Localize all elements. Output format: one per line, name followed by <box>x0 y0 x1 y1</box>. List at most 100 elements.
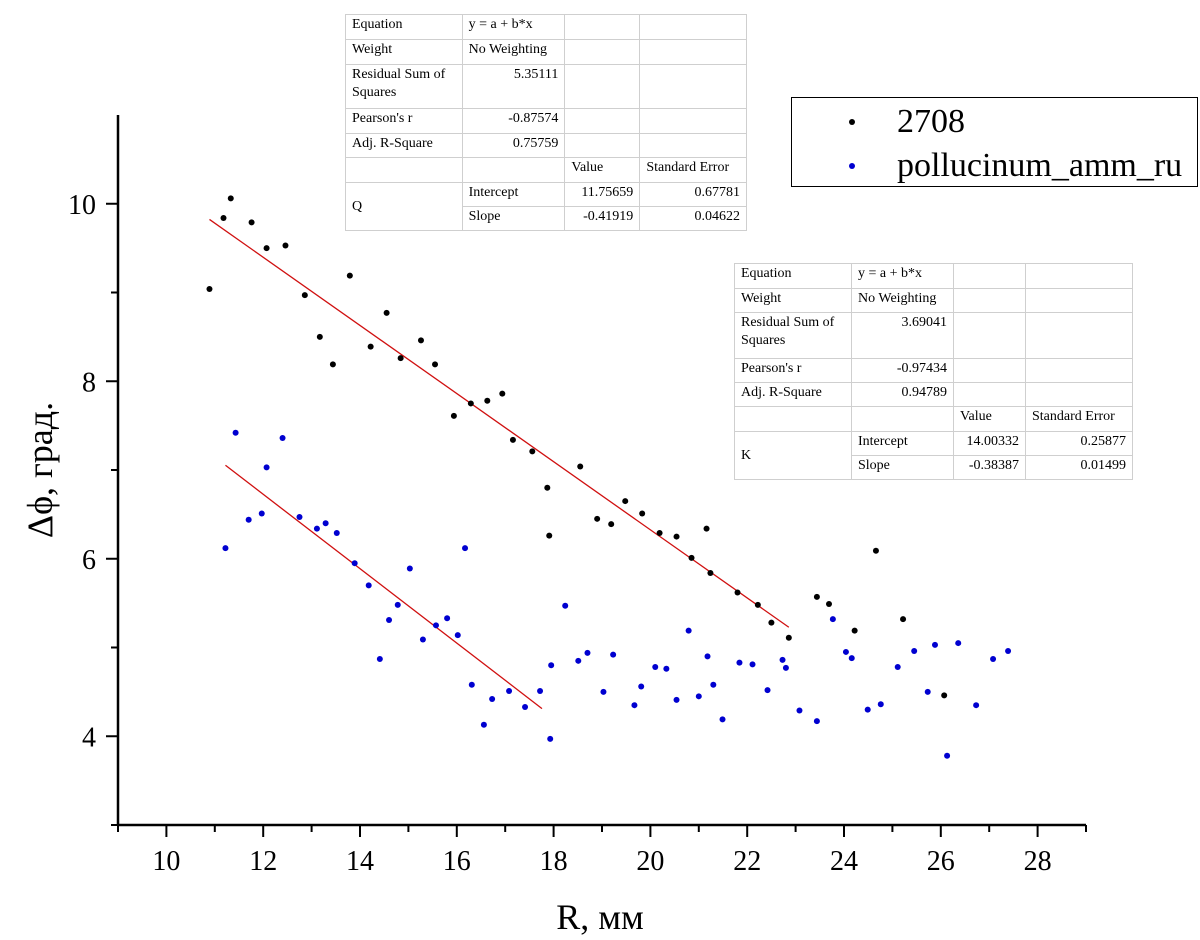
axes: 10 12 14 16 18 20 22 24 26 28 4 6 8 10 <box>68 115 1087 877</box>
data-point <box>695 693 702 700</box>
adjr2-value: 0.75759 <box>461 133 566 158</box>
data-point <box>779 656 786 663</box>
data-point <box>610 651 617 658</box>
data-point <box>577 463 584 470</box>
data-point <box>301 292 308 299</box>
data-point <box>222 545 229 552</box>
data-point <box>944 752 951 759</box>
data-point <box>548 662 555 669</box>
data-point <box>489 695 496 702</box>
slope-value: -0.41919 <box>564 206 641 231</box>
fit-lines <box>209 218 790 710</box>
data-point <box>656 530 663 537</box>
legend-label: pollucinum_amm_ru <box>897 147 1183 184</box>
pearson-value: -0.87574 <box>461 108 566 134</box>
data-point <box>663 665 670 672</box>
adjr2-value: 0.94789 <box>851 382 954 407</box>
data-point <box>329 361 336 368</box>
data-point <box>829 616 836 623</box>
y-tick-label: 4 <box>82 722 96 753</box>
data-point <box>782 664 789 671</box>
data-point <box>825 601 832 608</box>
data-point <box>282 242 289 249</box>
data-point <box>768 619 775 626</box>
data-point <box>419 636 426 643</box>
rss-label: Residual Sum of Squares <box>345 64 463 109</box>
data-point <box>367 343 374 350</box>
data-point <box>279 435 286 442</box>
x-tick-label: 18 <box>540 846 568 877</box>
intercept-value: 11.75659 <box>564 182 641 207</box>
data-point <box>734 589 741 596</box>
data-point <box>639 510 646 517</box>
data-point <box>263 245 270 252</box>
data-point <box>931 641 938 648</box>
value-header: Value <box>953 406 1026 432</box>
data-point <box>575 657 582 664</box>
legend: 2708 pollucinum_amm_ru <box>791 97 1198 187</box>
data-point <box>467 400 474 407</box>
pearson-label: Pearson's r <box>345 108 463 134</box>
data-point <box>900 616 907 623</box>
pearson-value: -0.97434 <box>851 358 954 383</box>
data-point <box>383 309 390 316</box>
fit-table-q: Equation y = a + b*x Weight No Weighting R… <box>345 14 747 231</box>
data-point <box>248 219 255 226</box>
data-point <box>584 649 591 656</box>
data-point <box>719 716 726 723</box>
data-point <box>796 707 803 714</box>
y-tick-label: 6 <box>82 545 96 576</box>
data-point <box>454 632 461 639</box>
data-point <box>851 627 858 634</box>
data-point <box>785 634 792 641</box>
data-point <box>638 683 645 690</box>
x-tick-label: 12 <box>249 846 277 877</box>
slope-label: Slope <box>461 206 566 231</box>
se-header: Standard Error <box>1025 406 1133 432</box>
slope-se: 0.04622 <box>639 206 747 231</box>
legend-marker-icon <box>849 119 855 125</box>
weight-label: Weight <box>345 39 463 65</box>
data-point <box>608 521 615 528</box>
data-point <box>924 688 931 695</box>
data-point <box>206 285 213 292</box>
data-point <box>263 464 270 471</box>
data-point <box>227 195 234 202</box>
data-point <box>480 721 487 728</box>
adjr2-label: Adj. R-Square <box>734 382 852 407</box>
x-tick-label: 10 <box>152 846 180 877</box>
data-point <box>537 687 544 694</box>
adjr2-label: Adj. R-Square <box>345 133 463 158</box>
legend-marker-icon <box>849 163 855 169</box>
data-point <box>397 355 404 362</box>
equation-label: Equation <box>345 14 463 40</box>
intercept-se: 0.25877 <box>1025 431 1133 456</box>
data-point <box>546 532 553 539</box>
data-point <box>864 706 871 713</box>
series-2708 <box>206 195 948 699</box>
data-point <box>973 702 980 709</box>
data-point <box>386 616 393 623</box>
pearson-label: Pearson's r <box>734 358 852 383</box>
data-point <box>955 640 962 647</box>
data-point <box>631 702 638 709</box>
data-point <box>313 525 320 532</box>
weight-value: No Weighting <box>851 288 954 313</box>
y-tick-label: 8 <box>82 367 96 398</box>
data-point <box>594 515 601 522</box>
data-point <box>877 701 884 708</box>
data-point <box>848 655 855 662</box>
x-tick-label: 26 <box>927 846 955 877</box>
data-point <box>600 688 607 695</box>
intercept-se: 0.67781 <box>639 182 747 207</box>
slope-value: -0.38387 <box>953 455 1026 480</box>
data-point <box>990 656 997 663</box>
data-point <box>813 593 820 600</box>
data-point <box>622 498 629 505</box>
data-point <box>316 333 323 340</box>
data-point <box>462 545 469 552</box>
fit-name: K <box>734 431 852 480</box>
slope-se: 0.01499 <box>1025 455 1133 480</box>
data-point <box>652 664 659 671</box>
